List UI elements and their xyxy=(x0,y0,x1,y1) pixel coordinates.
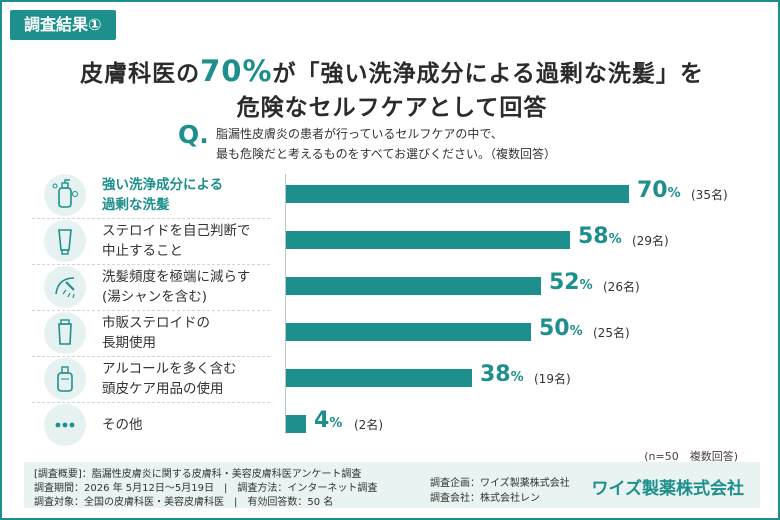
cream-tube-icon xyxy=(44,312,86,354)
bar-axis xyxy=(285,174,286,434)
category-label: 強い洗浄成分による 過剰な洗髪 xyxy=(102,175,223,215)
bar-value-unit: % xyxy=(579,278,593,293)
row-divider xyxy=(32,402,270,403)
sample-note: (n=50 複数回答) xyxy=(644,450,738,463)
headline-line1: 皮膚科医の70%が「強い洗浄成分による過剰な洗髪」を xyxy=(2,54,780,88)
bar-value-number: 50 xyxy=(539,316,570,341)
section-tag: 調査結果① xyxy=(10,10,116,40)
category-label-line: (湯シャンを含む) xyxy=(102,289,208,305)
pump-bottle-icon xyxy=(44,174,86,216)
more-dots-icon xyxy=(44,404,86,446)
row-divider xyxy=(32,264,270,265)
category-label-line: アルコールを多く含む xyxy=(102,361,237,377)
tube-icon xyxy=(44,220,86,262)
category-label-line: 長期使用 xyxy=(102,335,156,351)
bar-value-label: 70% xyxy=(637,178,681,203)
row-divider xyxy=(32,218,270,219)
bar-value-label: 38% xyxy=(480,362,524,387)
bar-value-number: 38 xyxy=(480,362,511,387)
bar-count-label: (19名) xyxy=(534,372,571,386)
category-label-line: 過剰な洗髪 xyxy=(102,197,170,213)
bar-count-label: (35名) xyxy=(691,188,728,202)
bar xyxy=(286,369,472,387)
category-label-line: その他 xyxy=(102,417,143,433)
bar-value-unit: % xyxy=(510,370,524,385)
lotion-bottle-icon xyxy=(44,358,86,400)
row-divider xyxy=(32,310,270,311)
footer-overview: [調査概要]：脂漏性皮膚炎に関する皮膚科・美容皮膚科医アンケート調査 xyxy=(34,469,362,480)
headline-line2: 危険なセルフケアとして回答 xyxy=(236,95,548,121)
bar-value-label: 52% xyxy=(549,270,593,295)
bar xyxy=(286,415,306,433)
category-label-line: 市販ステロイドの xyxy=(102,315,210,331)
bar-count-label: (26名) xyxy=(603,280,640,294)
footer-planner: 調査企画：ワイズ製薬株式会社 xyxy=(430,478,570,489)
row-divider xyxy=(32,356,270,357)
bar xyxy=(286,277,541,295)
footer-period: 調査期間：2026 年 5月12日〜5月19日 | 調査方法：インターネット調査 xyxy=(34,483,378,494)
headline-text-after: が「強い洗浄成分による過剰な洗髪」を xyxy=(272,61,704,87)
bar-count-label: (29名) xyxy=(632,234,669,248)
bar-value-unit: % xyxy=(608,232,622,247)
bar-value-unit: % xyxy=(667,186,681,201)
bar-value-number: 70 xyxy=(637,178,668,203)
bar-count-label: (25名) xyxy=(593,326,630,340)
survey-footer: [調査概要]：脂漏性皮膚炎に関する皮膚科・美容皮膚科医アンケート調査 調査期間：… xyxy=(24,462,760,508)
shower-icon xyxy=(44,266,86,308)
category-label-line: ステロイドを自己判断で xyxy=(102,223,251,239)
category-label-line: 洗髪頻度を極端に減らす xyxy=(102,269,251,285)
category-label: その他 xyxy=(102,415,143,435)
bar-value-number: 52 xyxy=(549,270,580,295)
category-label: 洗髪頻度を極端に減らす (湯シャンを含む) xyxy=(102,267,250,307)
bar-value-number: 58 xyxy=(578,224,609,249)
category-label: ステロイドを自己判断で 中止すること xyxy=(102,221,251,261)
question-line1: 脂漏性皮膚炎の患者が行っているセルフケアの中で、 xyxy=(216,127,503,141)
footer-company: 調査会社：株式会社レン xyxy=(430,493,540,504)
question-text: 脂漏性皮膚炎の患者が行っているセルフケアの中で、 最も危険だと考えるものをすべて… xyxy=(216,124,556,164)
brand-name: ワイズ製薬株式会社 xyxy=(591,479,745,499)
bar-value-unit: % xyxy=(329,416,343,431)
footer-target: 調査対象：全国の皮膚科医・美容皮膚科医 | 有効回答数：50 名 xyxy=(34,497,334,508)
category-label-line: 頭皮ケア用品の使用 xyxy=(102,381,224,397)
category-label: 市販ステロイドの 長期使用 xyxy=(102,313,210,353)
bar-value-label: 4% xyxy=(314,408,342,433)
bar xyxy=(286,185,629,203)
bar-value-label: 50% xyxy=(539,316,583,341)
category-label-line: 強い洗浄成分による xyxy=(102,177,224,193)
category-label: アルコールを多く含む 頭皮ケア用品の使用 xyxy=(102,359,237,399)
question-line2: 最も危険だと考えるものをすべてお選びください。（複数回答） xyxy=(216,147,556,161)
headline-text-before: 皮膚科医の xyxy=(80,61,201,87)
bar-count-label: (2名) xyxy=(354,418,383,432)
bar-value-label: 58% xyxy=(578,224,622,249)
category-label-line: 中止すること xyxy=(102,243,183,259)
question-mark: Q. xyxy=(178,120,209,149)
bar-value-number: 4 xyxy=(314,408,330,433)
headline-accent-percent: 70% xyxy=(200,54,273,88)
bar xyxy=(286,231,570,249)
bar xyxy=(286,323,531,341)
bar-value-unit: % xyxy=(569,324,583,339)
